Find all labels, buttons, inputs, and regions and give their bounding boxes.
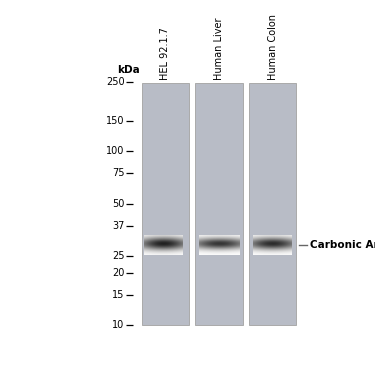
Text: Human Colon: Human Colon: [268, 14, 278, 80]
Text: kDa: kDa: [117, 65, 140, 75]
Bar: [249, 82, 296, 325]
Text: 10: 10: [112, 320, 125, 330]
Text: Carbonic Anhydrase I: Carbonic Anhydrase I: [310, 240, 375, 250]
Text: 250: 250: [106, 77, 124, 87]
Text: 75: 75: [112, 168, 125, 178]
Text: 150: 150: [106, 116, 124, 126]
Bar: [195, 82, 243, 325]
Text: 50: 50: [112, 199, 125, 209]
Text: HEL 92.1.7: HEL 92.1.7: [160, 27, 171, 80]
Text: 37: 37: [112, 221, 125, 231]
Text: Human Liver: Human Liver: [214, 18, 224, 80]
Text: 20: 20: [112, 268, 125, 278]
Text: 25: 25: [112, 251, 125, 261]
Text: 15: 15: [112, 290, 125, 300]
Bar: [142, 82, 189, 325]
Text: 100: 100: [106, 147, 124, 156]
